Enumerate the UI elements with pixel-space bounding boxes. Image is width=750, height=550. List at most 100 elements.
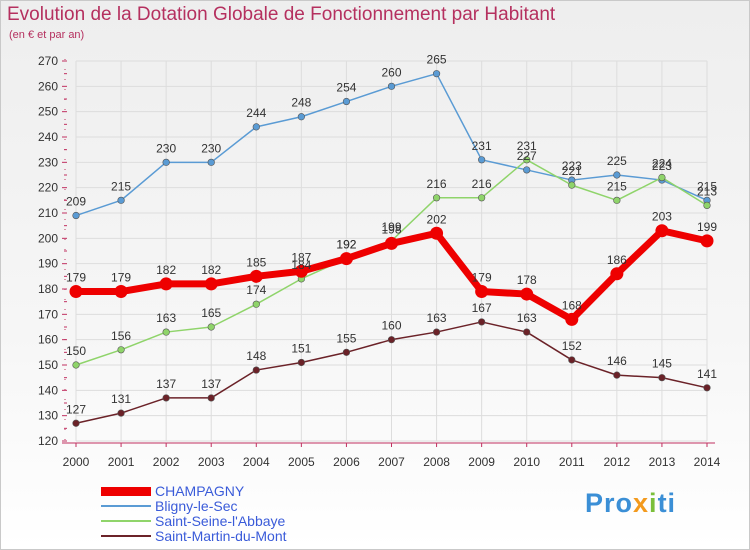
data-point	[207, 394, 215, 402]
data-label: 156	[111, 329, 131, 343]
data-label: 178	[517, 273, 537, 287]
data-label: 192	[336, 238, 356, 252]
data-point	[658, 173, 666, 182]
data-label: 203	[652, 210, 672, 224]
x-tick-label: 2005	[288, 455, 315, 469]
data-label: 198	[381, 222, 401, 236]
data-label: 179	[472, 271, 492, 285]
x-tick-label: 2014	[694, 455, 721, 469]
data-point	[297, 358, 305, 367]
data-point	[162, 328, 170, 336]
data-point	[342, 348, 351, 356]
data-point	[610, 267, 624, 281]
y-tick-label: 130	[38, 409, 58, 423]
data-label: 187	[291, 250, 311, 264]
data-point	[162, 394, 170, 402]
data-label: 199	[381, 220, 401, 234]
data-label: 163	[156, 311, 176, 325]
data-label: 145	[652, 357, 672, 371]
data-point	[297, 113, 305, 121]
data-label: 179	[66, 271, 86, 285]
data-point	[658, 374, 666, 382]
data-label: 209	[66, 195, 86, 209]
proxiti-logo: Proxiti	[585, 488, 677, 518]
data-point	[249, 269, 263, 283]
data-label: 182	[156, 263, 176, 277]
legend-label: Saint-Martin-du-Mont	[155, 528, 287, 544]
y-tick-label: 190	[38, 257, 58, 271]
data-label: 141	[697, 367, 717, 381]
data-point	[432, 70, 441, 78]
data-label: 150	[66, 344, 86, 358]
y-tick-label: 230	[38, 155, 58, 169]
data-point	[475, 285, 489, 299]
data-label: 213	[697, 184, 717, 198]
chart-title: Evolution de la Dotation Globale de Fonc…	[7, 4, 556, 25]
data-point	[207, 158, 215, 166]
y-tick-label: 210	[38, 206, 58, 220]
chart-subtitle: (en € et par an)	[9, 29, 85, 41]
data-label: 174	[246, 283, 266, 297]
x-tick-label: 2009	[468, 455, 495, 469]
x-tick-label: 2003	[198, 455, 225, 469]
data-point	[523, 328, 531, 336]
data-point	[252, 123, 260, 131]
data-labels: 179 179 182 182 185 187 192 198 202 179 178 168 186 2…	[66, 53, 717, 417]
data-point	[387, 336, 396, 344]
y-tick-label: 150	[38, 358, 58, 372]
data-label: 248	[291, 96, 311, 110]
data-label: 215	[607, 179, 627, 193]
data-point	[430, 226, 444, 240]
data-label: 137	[201, 377, 221, 391]
data-point	[478, 156, 486, 164]
data-label: 186	[607, 253, 627, 267]
data-point	[703, 201, 711, 209]
x-tick-label: 2008	[423, 455, 450, 469]
data-point	[703, 384, 711, 392]
x-tick-label: 2006	[333, 455, 360, 469]
data-label: 230	[201, 141, 221, 155]
legend-label: Bligny-le-Sec	[155, 498, 238, 514]
x-tick-label: 2001	[108, 455, 135, 469]
data-label: 260	[381, 65, 401, 79]
x-axis-ticks: 2000 2001 2002 2003 2004 2005 2006 2007 2008 2009…	[63, 443, 721, 469]
data-point	[162, 158, 170, 166]
data-point	[565, 312, 579, 326]
data-point	[117, 346, 125, 354]
data-label: 227	[517, 149, 537, 163]
data-label: 215	[111, 179, 131, 193]
data-point	[568, 181, 576, 189]
y-tick-label: 220	[38, 181, 58, 195]
data-label: 167	[472, 301, 492, 315]
data-point	[523, 166, 531, 174]
data-label: 163	[427, 311, 447, 325]
data-point	[613, 371, 621, 379]
y-tick-label: 170	[38, 307, 58, 321]
data-label: 127	[66, 402, 86, 416]
x-tick-label: 2000	[63, 455, 90, 469]
legend-swatch	[101, 520, 151, 522]
data-label: 202	[427, 212, 447, 226]
data-label: 184	[291, 258, 311, 272]
data-point	[72, 211, 80, 220]
data-label: 165	[201, 306, 221, 320]
data-label: 148	[246, 349, 266, 363]
y-tick-label: 120	[38, 434, 58, 448]
x-tick-label: 2002	[153, 455, 180, 469]
data-label: 224	[652, 157, 672, 171]
y-tick-label: 260	[38, 79, 58, 93]
data-label: 225	[607, 154, 627, 168]
data-point	[252, 300, 260, 308]
data-label: 215	[697, 179, 717, 193]
x-tick-label: 2010	[513, 455, 540, 469]
data-point	[207, 323, 215, 331]
data-label: 155	[336, 331, 356, 345]
data-point	[294, 264, 308, 278]
data-label: 137	[156, 377, 176, 391]
data-label: 221	[562, 164, 582, 178]
data-point	[432, 328, 441, 336]
data-label: 168	[562, 298, 582, 312]
data-point	[252, 366, 260, 374]
data-label: 199	[697, 220, 717, 234]
